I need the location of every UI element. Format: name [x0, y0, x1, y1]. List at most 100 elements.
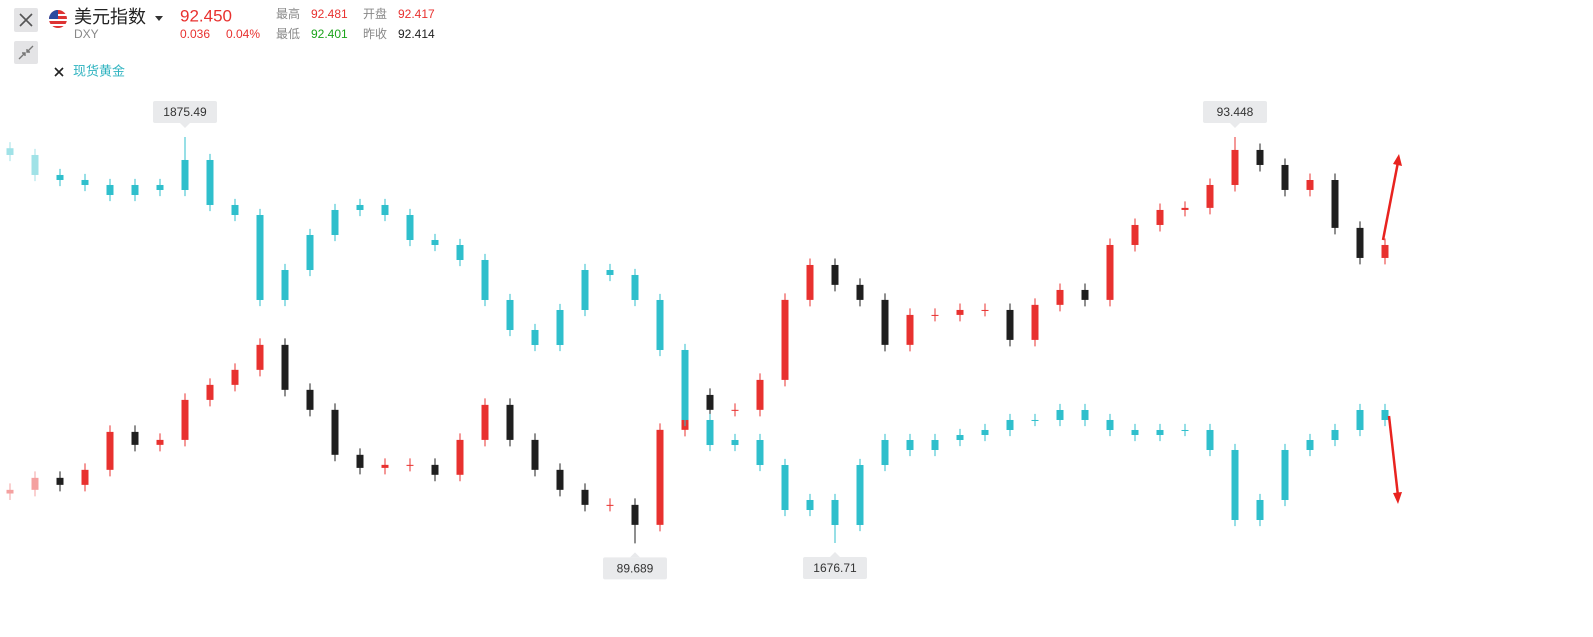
candle [581, 483, 589, 512]
candle [1256, 143, 1264, 172]
candle-body [806, 499, 814, 511]
candle [731, 403, 739, 417]
dropdown-caret[interactable] [155, 16, 163, 21]
candle [1206, 178, 1214, 215]
candle-body [1281, 164, 1289, 190]
candle [781, 458, 789, 517]
candle [506, 293, 514, 337]
candle [481, 253, 489, 307]
price: 92.450 [180, 6, 232, 25]
candle-body [531, 329, 539, 346]
callout-pointer [180, 122, 190, 128]
candle-body [1256, 499, 1264, 520]
candle-body [1381, 409, 1389, 420]
candle [456, 433, 464, 482]
candle [756, 433, 764, 472]
candle-body [856, 465, 864, 525]
candle [431, 458, 439, 482]
remove-overlay[interactable] [54, 67, 64, 77]
candle-body [1106, 419, 1114, 430]
candle-body [581, 270, 589, 310]
candle-body [1306, 180, 1314, 190]
candle [481, 398, 489, 447]
candle-body [881, 440, 889, 466]
candle-body [1131, 429, 1139, 435]
candle-body [1206, 184, 1214, 208]
overlay-name[interactable]: 现货黄金 [73, 63, 125, 78]
candle [931, 433, 939, 457]
candle [1356, 403, 1364, 437]
candle-body [306, 234, 314, 271]
candle [781, 293, 789, 387]
symbol-code: DXY [74, 27, 99, 41]
candle [1181, 423, 1189, 437]
candle [56, 471, 64, 492]
candle-body [1006, 419, 1014, 430]
candle [181, 136, 189, 197]
candle-body [31, 154, 39, 175]
candle-body [156, 184, 164, 190]
open-label: 开盘 [363, 6, 387, 21]
candle [531, 323, 539, 352]
candle [881, 433, 889, 472]
candle-body [1331, 180, 1339, 228]
candle [1231, 136, 1239, 192]
candle [1281, 443, 1289, 507]
candle [581, 263, 589, 317]
candle [1181, 201, 1189, 217]
candle [1256, 493, 1264, 527]
candle [81, 463, 89, 492]
candle [856, 278, 864, 307]
candle [1331, 423, 1339, 447]
candle-body [356, 204, 364, 210]
candle [731, 433, 739, 452]
candle [31, 148, 39, 182]
candle-body [506, 299, 514, 330]
candle [131, 425, 139, 452]
callout-box [803, 557, 867, 580]
candle [1306, 173, 1314, 197]
candle-body [431, 239, 439, 246]
candle-body [731, 409, 739, 411]
candle-body [1356, 409, 1364, 430]
candle-body [156, 439, 164, 445]
symbol-name[interactable]: 美元指数 [74, 7, 146, 27]
candle-body [881, 299, 889, 345]
candle [256, 208, 264, 307]
callout-box [1203, 100, 1267, 123]
candle [356, 448, 364, 475]
callout-box [603, 557, 667, 580]
candle [1031, 298, 1039, 347]
candle [1006, 303, 1014, 347]
callout-pointer [830, 552, 840, 558]
candle-body [581, 489, 589, 505]
candle-body [656, 429, 664, 525]
shrink-button[interactable] [14, 41, 38, 64]
close-icon [19, 13, 33, 27]
low-label: 最低 [276, 27, 300, 41]
candle [1156, 423, 1164, 442]
candle [381, 458, 389, 475]
candle-body [56, 477, 64, 485]
candle-body [1331, 429, 1339, 441]
candle [556, 463, 564, 497]
candle [656, 423, 664, 532]
candle [506, 398, 514, 447]
change: 0.036 [180, 27, 210, 41]
candle-body [781, 465, 789, 511]
candle-body [506, 404, 514, 440]
candle-body [1031, 419, 1039, 421]
candle-body [831, 264, 839, 285]
candle-body [656, 299, 664, 350]
candle [156, 178, 164, 197]
candle [906, 308, 914, 352]
candle [81, 173, 89, 192]
candle-body [406, 214, 414, 240]
candle-body [81, 469, 89, 485]
shrink-icon [18, 45, 34, 60]
candle [931, 308, 939, 322]
candle [1106, 238, 1114, 307]
candle [806, 258, 814, 307]
candle-body [231, 369, 239, 385]
